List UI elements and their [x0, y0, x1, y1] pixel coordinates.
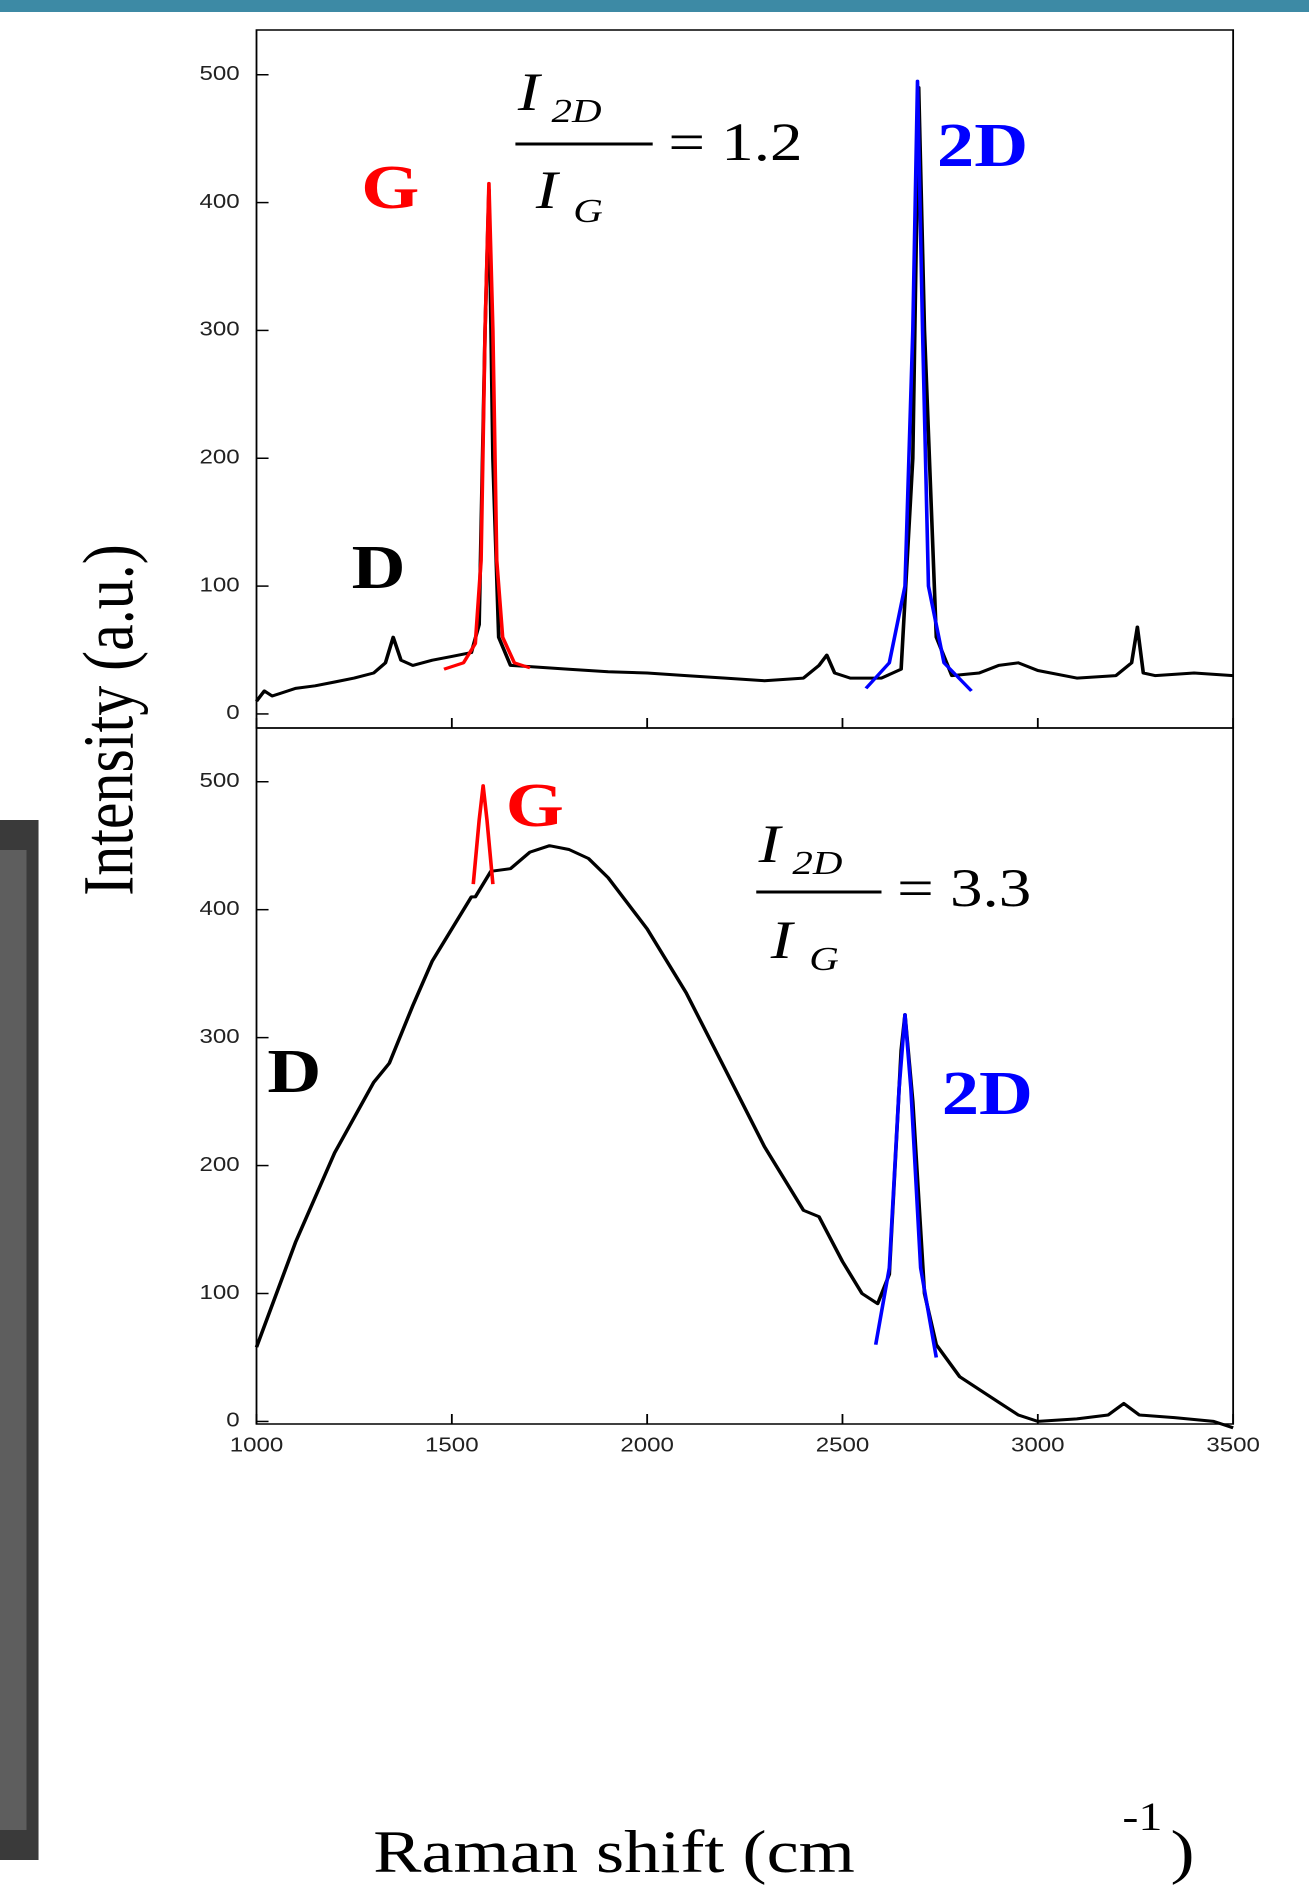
peak-label: D — [267, 1037, 321, 1106]
y-tick-label: 400 — [199, 190, 239, 213]
y-tick-label: 100 — [199, 573, 239, 596]
peak-label: 2D — [937, 111, 1028, 180]
y-tick-label: 500 — [199, 769, 239, 792]
y-tick-label: 300 — [199, 1025, 239, 1048]
ratio-value: = 3.3 — [897, 858, 1031, 918]
spectrum-line — [873, 1013, 939, 1358]
y-tick-label: 0 — [226, 701, 239, 724]
peak-label: G — [361, 153, 419, 222]
y-tick-label: 100 — [199, 1281, 239, 1304]
top-bar — [0, 0, 1309, 12]
ratio-denominator-sub: G — [573, 192, 603, 230]
peak-label: G — [506, 771, 564, 840]
peak-label: 2D — [942, 1059, 1033, 1128]
ratio-denominator: I — [535, 160, 561, 220]
x-tick-label: 1000 — [230, 1433, 284, 1456]
y-tick-label: 0 — [226, 1409, 239, 1432]
y-tick-label: 400 — [199, 897, 239, 920]
ratio-numerator-sub: 2D — [792, 844, 842, 882]
ratio-value: = 1.2 — [668, 112, 802, 172]
spectrum-line — [864, 79, 973, 692]
y-tick-label: 200 — [199, 445, 239, 468]
spectrum-line — [254, 844, 1234, 1430]
x-tick-label: 1500 — [425, 1433, 479, 1456]
y-tick-label: 300 — [199, 318, 239, 341]
x-axis-label-sup: -1 — [1122, 1795, 1162, 1839]
x-tick-label: 3000 — [1011, 1433, 1065, 1456]
x-tick-label: 2500 — [816, 1433, 870, 1456]
x-tick-label: 2000 — [620, 1433, 674, 1456]
y-tick-label: 500 — [199, 62, 239, 85]
spectrum-line — [443, 181, 531, 671]
y-axis-label: Intensity (a.u.) — [69, 544, 148, 896]
ratio-denominator: I — [770, 910, 796, 970]
ratio-numerator: I — [758, 814, 784, 874]
y-tick-label: 200 — [199, 1153, 239, 1176]
plot-frame — [255, 727, 1235, 1425]
spectrum-line — [471, 784, 495, 885]
micrograph-texture — [0, 850, 27, 1830]
ratio-numerator-sub: 2D — [552, 92, 602, 130]
spectrum-line — [254, 86, 1234, 703]
x-tick-label: 3500 — [1206, 1433, 1260, 1456]
peak-label: D — [352, 533, 406, 602]
x-axis-label-close: ) — [1171, 1820, 1195, 1886]
x-axis-label: Raman shift (cm — [373, 1820, 855, 1886]
ratio-numerator: I — [517, 62, 543, 122]
ratio-denominator-sub: G — [809, 940, 839, 978]
